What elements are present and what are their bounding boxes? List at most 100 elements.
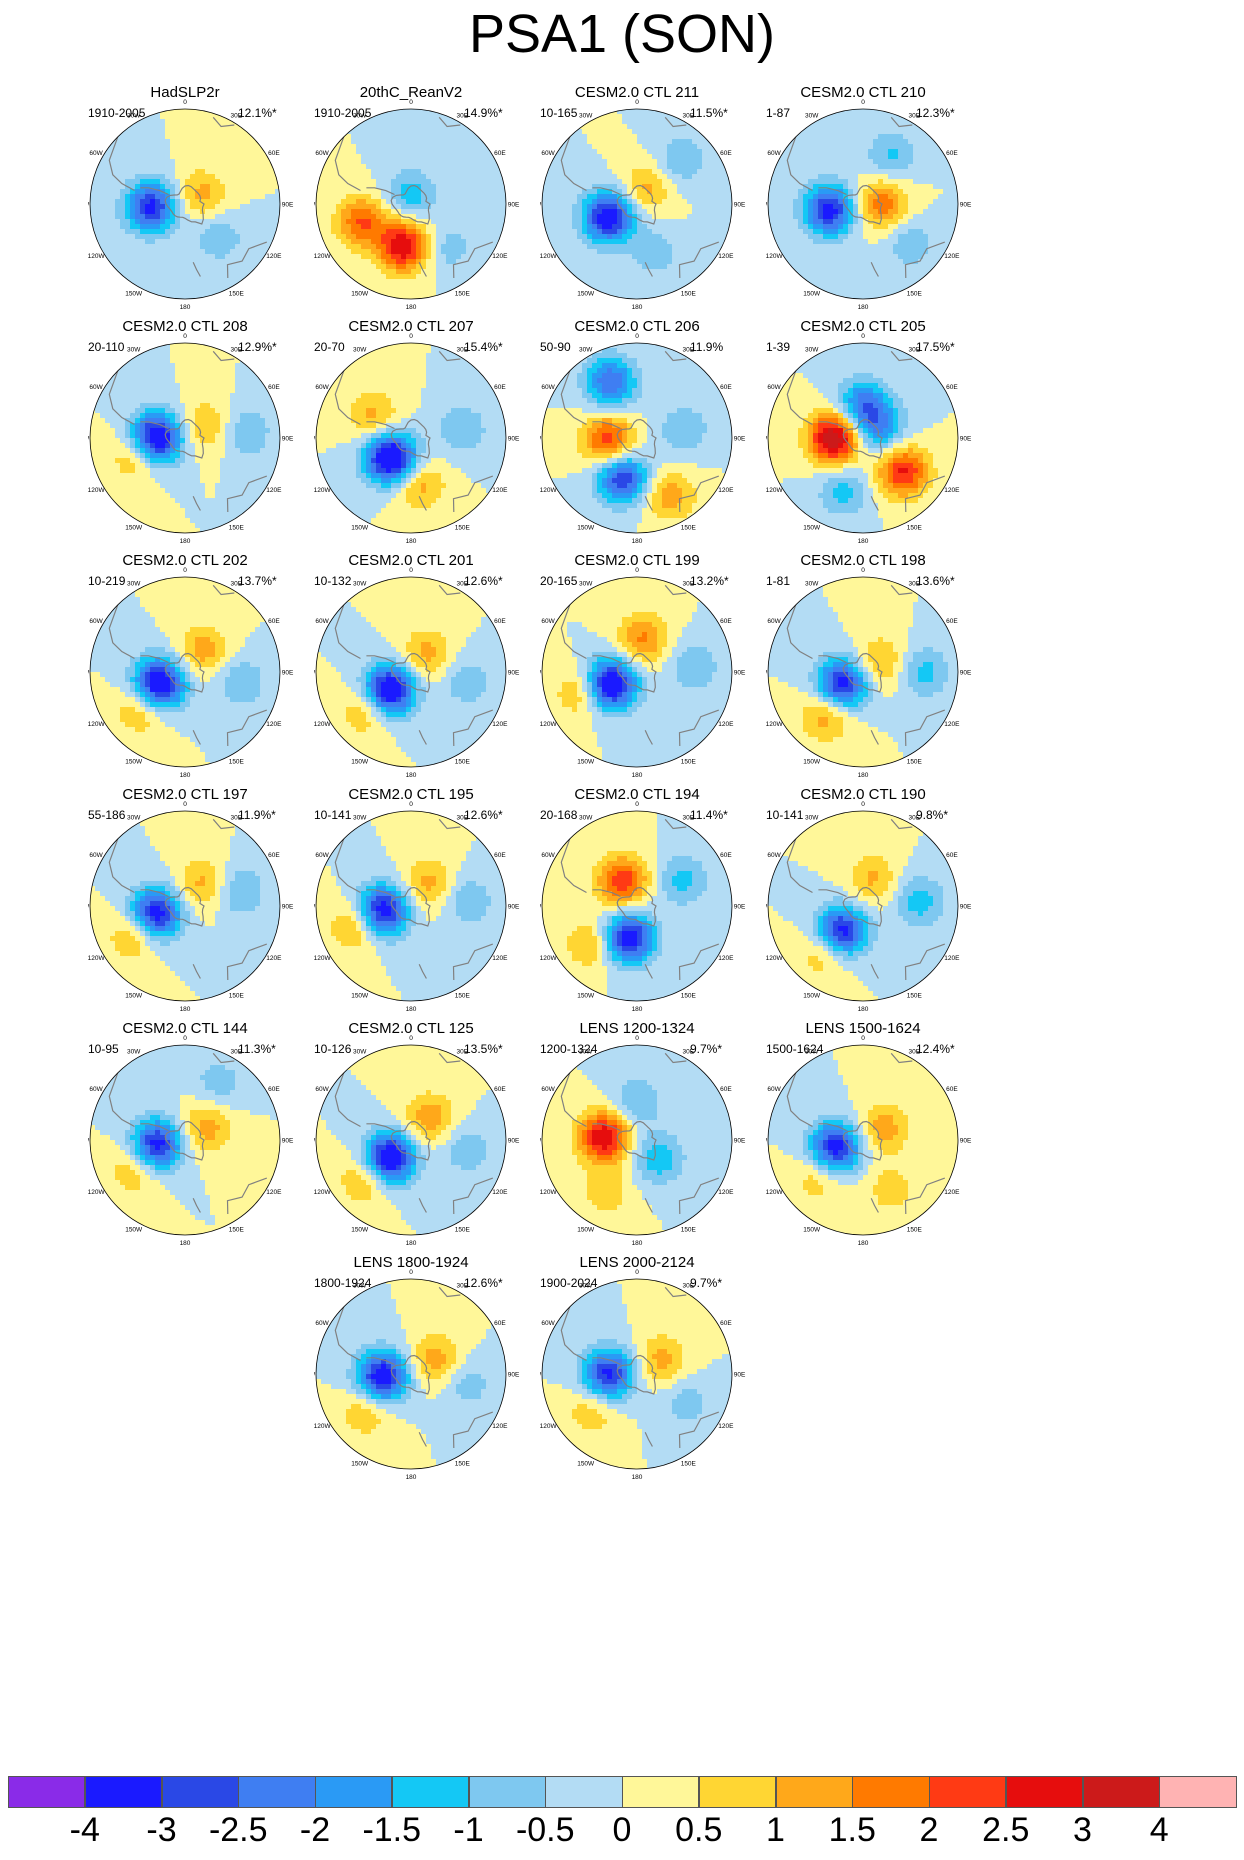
- contour-cell: [496, 279, 502, 285]
- contour-cell: [577, 254, 583, 260]
- contour-cell: [180, 249, 186, 255]
- contour-cell: [441, 284, 447, 290]
- contour-cell: [90, 129, 96, 135]
- contour-cell: [145, 224, 151, 230]
- contour-cell: [617, 134, 623, 140]
- contour-cell: [386, 269, 392, 275]
- contour-cell: [647, 124, 653, 130]
- contour-cell: [642, 179, 648, 185]
- contour-cell: [622, 244, 628, 250]
- contour-cell: [95, 234, 101, 240]
- contour-cell: [667, 199, 673, 205]
- contour-cell: [486, 199, 492, 205]
- contour-cell: [215, 279, 221, 285]
- contour-cell: [115, 124, 121, 130]
- contour-cell: [386, 194, 392, 200]
- contour-cell: [145, 274, 151, 280]
- contour-cell: [110, 224, 116, 230]
- contour-cell: [687, 274, 693, 280]
- contour-cell: [170, 139, 176, 145]
- contour-cell: [627, 204, 633, 210]
- contour-cell: [923, 174, 929, 180]
- contour-cell: [582, 209, 588, 215]
- contour-cell: [225, 164, 231, 170]
- contour-cell: [406, 119, 412, 125]
- contour-cell: [245, 174, 251, 180]
- contour-cell: [863, 114, 869, 120]
- contour-cell: [436, 149, 442, 155]
- contour-cell: [838, 139, 844, 145]
- contour-cell: [195, 124, 201, 130]
- contour-cell: [436, 284, 442, 290]
- contour-cell: [677, 279, 683, 285]
- contour-cell: [160, 154, 166, 160]
- contour-cell: [602, 269, 608, 275]
- contour-cell: [848, 124, 854, 130]
- contour-cell: [712, 264, 718, 270]
- contour-cell: [140, 214, 146, 220]
- contour-cell: [230, 214, 236, 220]
- contour-cell: [205, 114, 211, 120]
- contour-cell: [587, 264, 593, 270]
- contour-cell: [321, 224, 327, 230]
- contour-cell: [572, 259, 578, 265]
- contour-cell: [160, 264, 166, 270]
- contour-cell: [406, 179, 412, 185]
- contour-cell: [587, 259, 593, 265]
- contour-cell: [235, 194, 241, 200]
- contour-cell: [331, 224, 337, 230]
- contour-cell: [908, 134, 914, 140]
- contour-cell: [456, 164, 462, 170]
- contour-cell: [316, 214, 322, 220]
- contour-cell: [607, 219, 613, 225]
- contour-cell: [727, 169, 732, 175]
- contour-cell: [155, 244, 161, 250]
- contour-cell: [853, 114, 859, 120]
- contour-cell: [562, 134, 568, 140]
- contour-cell: [341, 219, 347, 225]
- contour-cell: [687, 134, 693, 140]
- contour-cell: [185, 229, 191, 235]
- contour-cell: [220, 199, 226, 205]
- contour-cell: [185, 114, 191, 120]
- contour-cell: [642, 164, 648, 170]
- contour-cell: [662, 229, 668, 235]
- contour-cell: [707, 159, 713, 165]
- contour-cell: [501, 284, 506, 290]
- contour-cell: [451, 124, 457, 130]
- contour-cell: [808, 139, 814, 145]
- contour-cell: [331, 284, 337, 290]
- contour-cell: [647, 204, 653, 210]
- contour-cell: [421, 169, 427, 175]
- contour-cell: [185, 109, 191, 115]
- contour-cell: [416, 139, 422, 145]
- contour-cell: [552, 169, 558, 175]
- contour-cell: [421, 259, 427, 265]
- contour-cell: [205, 284, 211, 290]
- contour-cell: [130, 194, 136, 200]
- contour-cell: [230, 144, 236, 150]
- contour-cell: [717, 244, 723, 250]
- contour-cell: [778, 124, 784, 130]
- contour-cell: [321, 229, 327, 235]
- contour-cell: [200, 184, 206, 190]
- contour-cell: [672, 244, 678, 250]
- contour-cell: [381, 179, 387, 185]
- contour-cell: [235, 199, 241, 205]
- contour-cell: [557, 284, 563, 290]
- contour-cell: [441, 114, 447, 120]
- contour-cell: [195, 174, 201, 180]
- contour-cell: [451, 209, 457, 215]
- contour-cell: [908, 154, 914, 160]
- contour-cell: [175, 194, 181, 200]
- contour-cell: [481, 189, 487, 195]
- contour-cell: [627, 199, 633, 205]
- contour-cell: [491, 199, 497, 205]
- contour-cell: [908, 169, 914, 175]
- contour-cell: [115, 249, 121, 255]
- contour-cell: [175, 259, 181, 265]
- contour-cell: [471, 139, 477, 145]
- contour-cell: [386, 244, 392, 250]
- contour-cell: [823, 129, 829, 135]
- contour-cell: [632, 109, 638, 115]
